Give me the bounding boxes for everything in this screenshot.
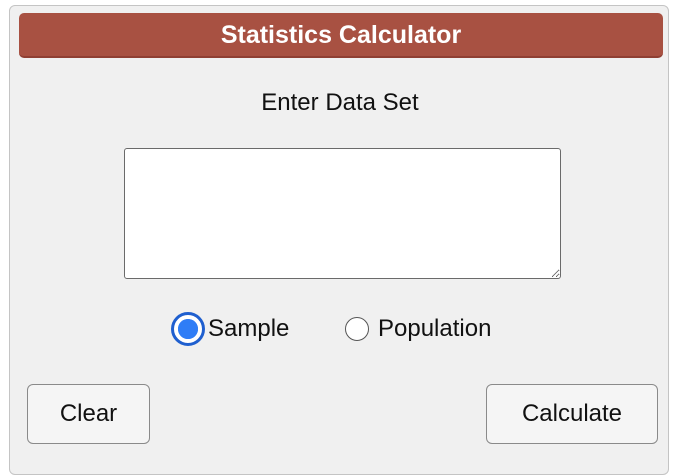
calculator-title: Statistics Calculator (19, 13, 663, 58)
data-set-label: Enter Data Set (261, 89, 419, 116)
population-radio-button[interactable] (345, 317, 369, 341)
sample-radio-label: Sample (208, 315, 290, 342)
calculator-panel: Statistics Calculator Enter Data Set Sam… (9, 5, 669, 475)
sample-radio-button[interactable] (171, 312, 205, 346)
clear-button[interactable]: Clear (27, 384, 150, 444)
calculate-button[interactable]: Calculate (486, 384, 658, 444)
population-radio-label: Population (378, 315, 492, 342)
data-set-input[interactable] (124, 148, 561, 279)
sample-radio-option[interactable]: Sample (171, 312, 289, 346)
population-radio-option[interactable]: Population (345, 312, 491, 346)
